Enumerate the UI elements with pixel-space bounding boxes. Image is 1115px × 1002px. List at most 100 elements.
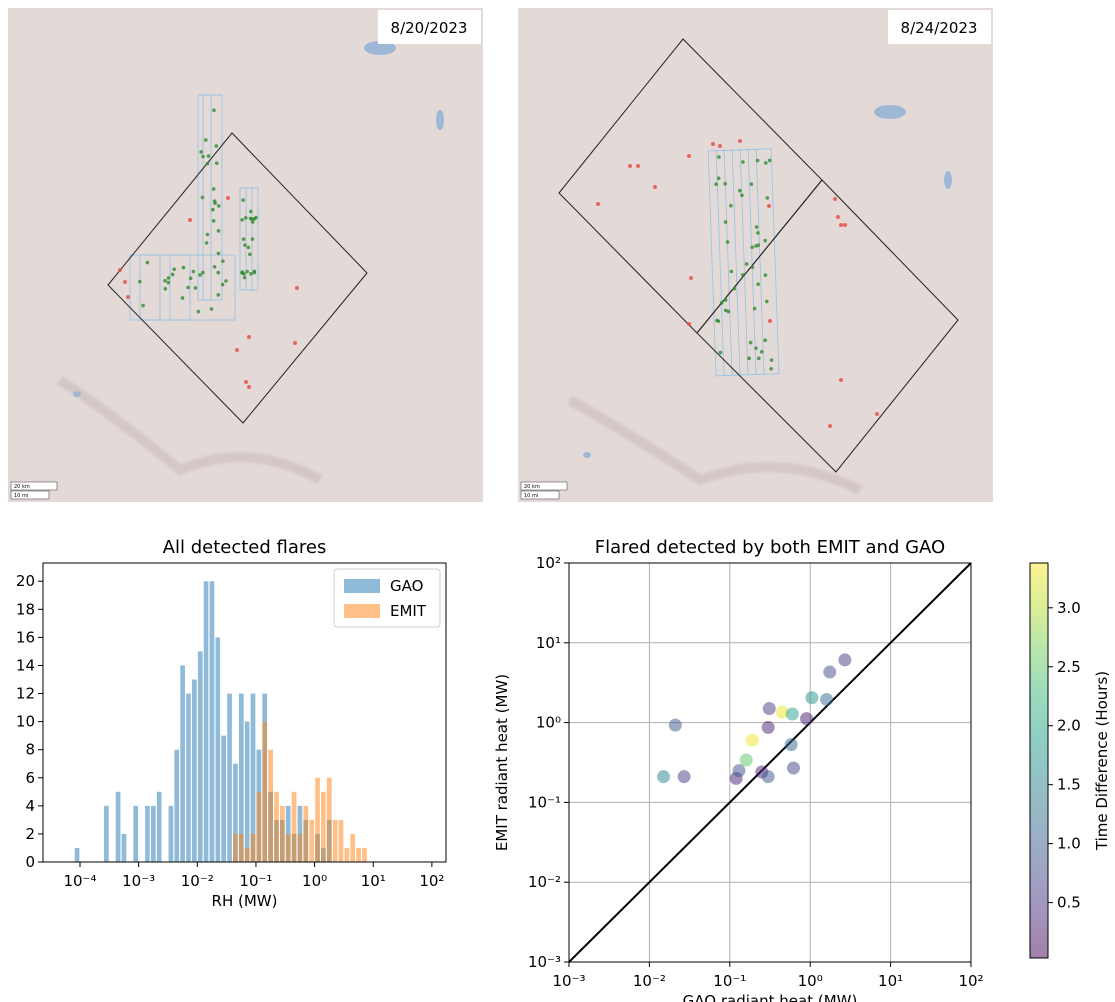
flare-dot [750,245,754,249]
flare-dot [757,357,761,361]
flare-dot [836,215,840,219]
chart-title: All detected flares [163,537,327,558]
bar [75,848,80,862]
bar [280,806,285,862]
flare-dot [724,220,728,224]
flare-dot [217,229,221,233]
point [805,691,818,704]
bar [333,820,338,862]
flare-dot [217,252,221,256]
flare-dot [215,161,219,165]
flare-dot [756,282,760,286]
point [657,770,670,783]
flare-dot [205,241,209,245]
lake [944,171,952,189]
flare-dot [628,164,632,168]
x-tick-label: 10² [958,972,983,990]
flare-dot [215,144,219,148]
flare-dot [244,216,248,220]
flare-dot [769,367,773,371]
y-tick-label: 16 [16,628,35,646]
y-tick-label: 14 [16,656,35,674]
flare-dot [596,202,600,206]
bar [233,834,238,862]
point [785,738,798,751]
flare-dot [756,231,760,235]
flare-dot [211,208,215,212]
flare-dot [723,182,727,186]
colorbar-tick-label: 0.5 [1057,894,1081,912]
map-background [8,8,483,502]
colorbar-tick-label: 2.5 [1057,658,1081,676]
flare-dot [172,267,176,271]
bar [204,581,209,862]
flare-dot [171,273,175,277]
flare-dot [141,304,145,308]
flare-dot [293,341,297,345]
bar [245,722,250,862]
x-tick-label: 10⁻³ [552,972,585,990]
bar [104,806,109,862]
bar [315,778,320,862]
colorbar-tick-label: 2.0 [1057,717,1081,735]
colorbar-tick-label: 1.0 [1057,835,1081,853]
y-tick-label: 10 [16,713,35,731]
bar [192,680,197,862]
flare-dot [768,319,772,323]
flare-dot [687,154,691,158]
legend-swatch [344,604,380,618]
flare-dot [243,276,247,280]
flare-dot [724,298,728,302]
flare-dot [217,293,221,297]
flare-dot [767,204,771,208]
flare-dot [181,296,185,300]
flare-dot [754,244,758,248]
point [732,764,745,777]
map-panel: 8/24/2023 20 km 10 mi [518,8,993,502]
point [838,653,851,666]
bar [262,722,267,862]
x-axis-label: RH (MW) [212,892,278,910]
flare-dot [210,307,214,311]
y-tick-label: 2 [25,825,35,843]
flare-dot [244,380,248,384]
flare-dot [741,273,745,277]
y-tick-label: 6 [25,769,35,787]
flare-dot [188,218,192,222]
x-tick-label: 10⁻² [181,872,214,890]
flare-dot [138,280,142,284]
colorbar-tick-label: 3.0 [1057,599,1081,617]
colorbar [1030,563,1048,958]
flare-dot [738,139,742,143]
map-panel: 8/20/2023 20 km 10 mi [8,8,483,502]
bar [327,778,332,862]
flare-dot [224,279,228,283]
flare-dot [724,309,728,313]
map-background [518,8,993,502]
bar [274,792,279,862]
scale-label: 20 km [524,484,540,490]
flare-dot [717,176,721,180]
flare-dot [213,201,217,205]
flare-dot [245,270,249,274]
bar [321,792,326,862]
bar [309,820,314,862]
flare-dot [839,378,843,382]
bar [339,820,344,862]
flare-dot [199,150,203,154]
bar [245,848,250,862]
flare-dot [730,270,734,274]
flare-dot [711,142,715,146]
scale-label: 20 km [14,484,30,490]
flare-dot [197,310,201,314]
bar [356,848,361,862]
point [787,761,800,774]
flare-dot [198,273,202,277]
bar [169,806,174,862]
flare-dot [636,164,640,168]
flare-dot [163,279,167,283]
point [762,770,775,783]
bar [221,736,226,862]
flare-dot [212,187,216,191]
flare-dot [753,307,757,311]
